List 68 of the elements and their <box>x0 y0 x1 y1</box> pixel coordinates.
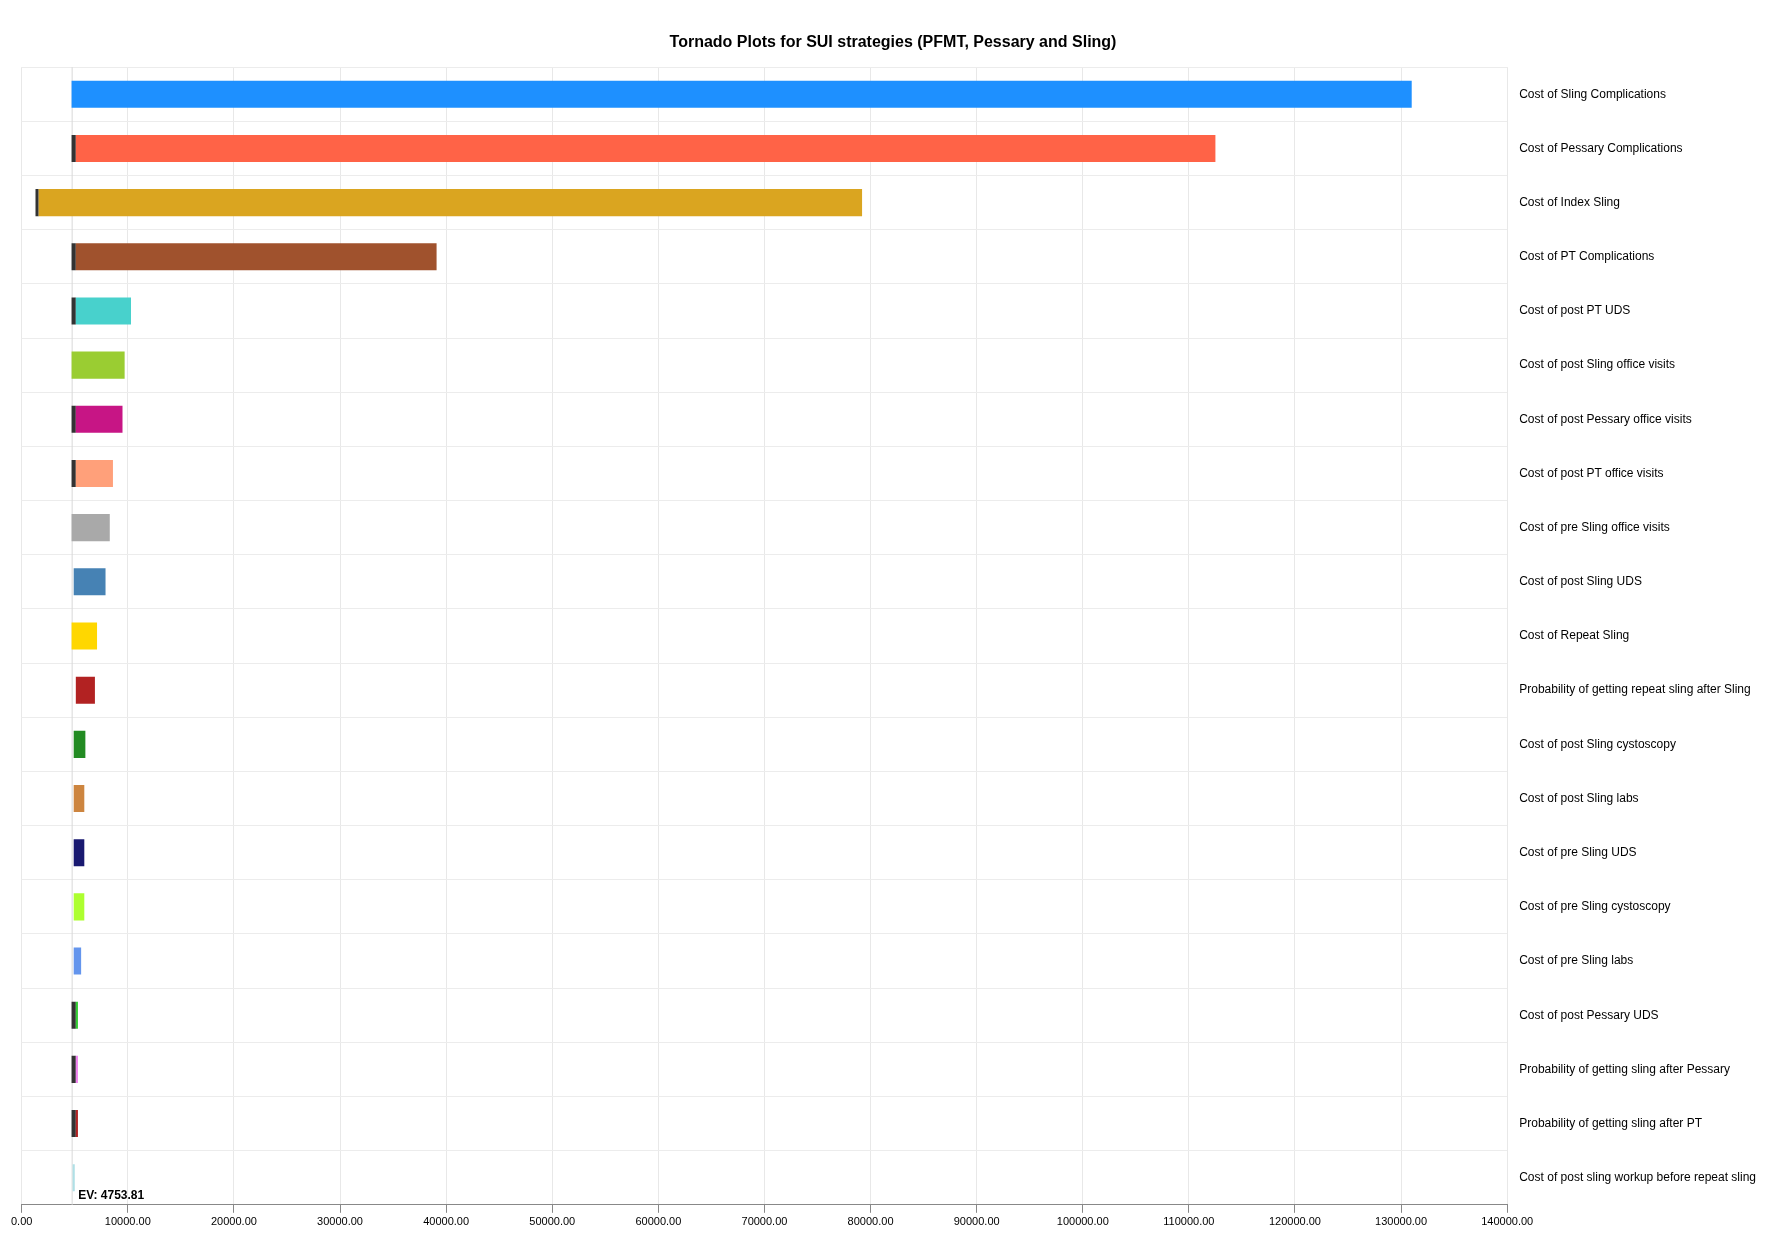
x-tick-label: 10000.00 <box>104 1215 151 1228</box>
bar <box>71 297 76 325</box>
bar <box>71 459 76 488</box>
bar <box>71 622 98 650</box>
bar <box>75 134 1216 162</box>
y-tick-label: Cost of Pessary Complications <box>1519 140 1683 155</box>
bar <box>71 351 125 379</box>
bar <box>71 134 76 162</box>
x-tick-label: 0.00 <box>10 1215 33 1228</box>
y-tick-label: Cost of pre Sling office visits <box>1519 519 1670 534</box>
bar <box>71 1110 76 1138</box>
bar <box>71 514 110 542</box>
y-tick-label: Cost of post PT office visits <box>1519 465 1664 480</box>
y-tick-label: Cost of Sling Complications <box>1519 86 1666 101</box>
y-tick-label: Cost of PT Complications <box>1519 249 1655 264</box>
y-tick-label: Cost of post Pessary UDS <box>1519 1007 1659 1022</box>
y-tick-label: Probability of getting repeat sling after Sling <box>1519 682 1751 697</box>
ref-line-label: EV: 4753.81 <box>78 1188 145 1203</box>
bar <box>75 459 113 488</box>
y-tick-label: Cost of post PT UDS <box>1519 303 1631 318</box>
x-tick-label: 140000.00 <box>1481 1215 1534 1228</box>
x-tick-label: 50000.00 <box>529 1215 576 1228</box>
y-tick-label: Cost of post Sling labs <box>1519 790 1639 805</box>
y-tick-label: Cost of Index Sling <box>1519 194 1620 209</box>
bar <box>73 568 106 596</box>
y-tick-label: Cost of pre Sling UDS <box>1519 845 1637 859</box>
bar <box>73 947 82 975</box>
y-tick-label: Cost of pre Sling labs <box>1519 953 1634 968</box>
bar <box>75 1110 78 1138</box>
y-tick-label: Cost of Repeat Sling <box>1519 628 1630 643</box>
bar <box>72 1164 75 1192</box>
bar <box>75 243 437 271</box>
chart-title: Tornado Plots for SUI strategies (PFMT, Pessary and Sling) <box>669 33 1117 51</box>
bar <box>71 1001 76 1029</box>
bar <box>71 243 76 271</box>
bar <box>75 297 131 325</box>
x-tick-label: 100000.00 <box>1056 1215 1109 1228</box>
x-tick-label: 60000.00 <box>635 1215 682 1228</box>
bar <box>73 730 86 758</box>
x-tick-label: 20000.00 <box>210 1215 257 1228</box>
bar <box>73 784 85 813</box>
bar <box>75 405 123 433</box>
y-tick-label: Probability of getting sling after Pessary <box>1519 1061 1730 1076</box>
bar <box>75 1001 78 1029</box>
x-tick-label: 130000.00 <box>1375 1215 1428 1228</box>
bar <box>73 839 85 867</box>
x-tick-label: 110000.00 <box>1163 1215 1215 1228</box>
x-tick-label: 70000.00 <box>741 1215 788 1228</box>
y-tick-label: Cost of post Sling cystoscopy <box>1519 736 1676 751</box>
bar <box>71 80 1412 108</box>
bar <box>35 189 39 217</box>
x-tick-label: 30000.00 <box>317 1215 363 1228</box>
bar <box>71 405 76 433</box>
bar <box>38 189 863 217</box>
y-tick-label: Cost of post sling workup before repeat sling <box>1519 1170 1756 1185</box>
bar <box>71 1055 76 1083</box>
x-tick-label: 80000.00 <box>847 1215 894 1228</box>
x-tick-label: 40000.00 <box>423 1215 470 1228</box>
y-tick-label: Cost of post Sling UDS <box>1519 574 1642 589</box>
x-tick-label: 90000.00 <box>953 1215 1000 1228</box>
bar <box>75 1055 78 1083</box>
x-tick-label: 120000.00 <box>1268 1215 1321 1228</box>
bar <box>73 893 85 921</box>
y-tick-label: Cost of post Pessary office visits <box>1519 411 1692 426</box>
y-tick-label: Probability of getting sling after PT <box>1519 1115 1703 1130</box>
y-tick-label: Cost of post Sling office visits <box>1519 357 1676 372</box>
bar <box>75 676 95 704</box>
y-tick-label: Cost of pre Sling cystoscopy <box>1519 899 1671 914</box>
